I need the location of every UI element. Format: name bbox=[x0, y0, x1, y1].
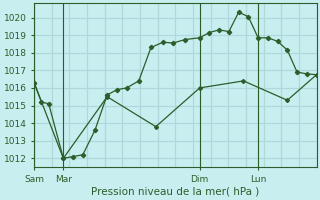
X-axis label: Pression niveau de la mer( hPa ): Pression niveau de la mer( hPa ) bbox=[91, 187, 260, 197]
